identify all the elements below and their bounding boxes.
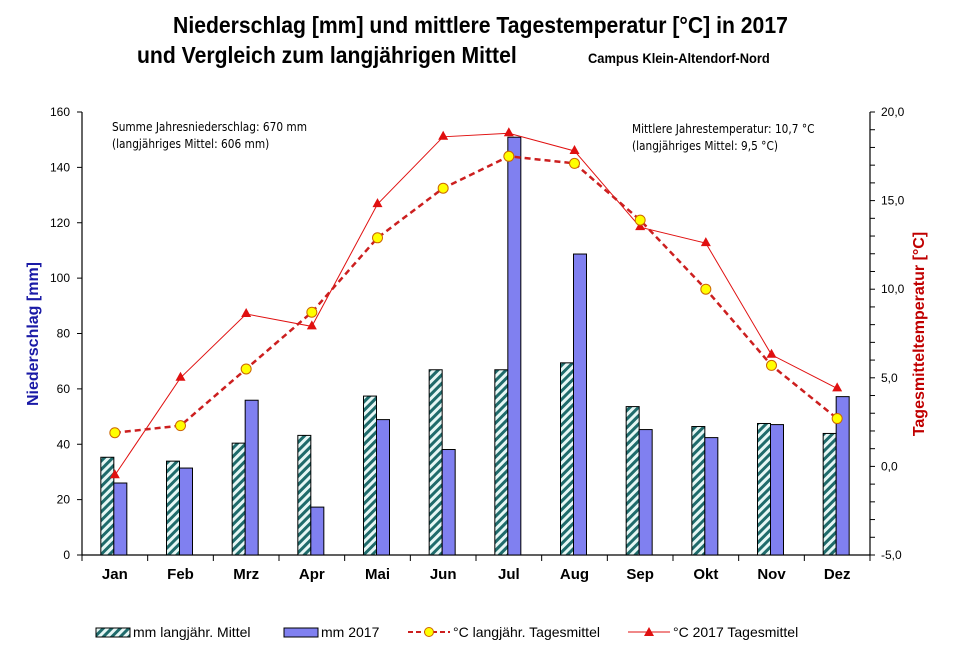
marker-temp-longterm — [437, 182, 449, 194]
bar-mm-2017 — [770, 424, 784, 556]
bar-mm-2017 — [835, 396, 850, 556]
bar-mm-longterm — [100, 456, 115, 556]
marker-temp-longterm — [503, 150, 515, 162]
marker-temp-2017 — [306, 320, 317, 330]
bar-mm-longterm — [625, 406, 640, 556]
marker-temp-2017 — [832, 382, 843, 392]
marker-temp-2017 — [700, 237, 711, 247]
bar-mm-longterm — [166, 460, 180, 556]
bar-mm-longterm — [691, 426, 706, 556]
bar-mm-2017 — [310, 506, 325, 556]
legend-item-mm-longterm: mm langjähr. Mittel — [95, 623, 250, 641]
bar-mm-2017 — [573, 253, 587, 556]
bar-swatch-icon — [283, 627, 319, 638]
marker-temp-longterm — [831, 413, 843, 425]
y-tick-label-left: 60 — [57, 382, 71, 396]
x-tick-label: Jan — [102, 566, 128, 583]
chart-title-line1: Niederschlag [mm] und mittlere Tagestemp… — [173, 12, 788, 38]
line-temp-longterm — [114, 155, 838, 434]
bar-mm-2017 — [376, 419, 390, 556]
bar-mm-2017 — [441, 449, 456, 556]
legend-label: mm langjähr. Mittel — [133, 624, 251, 640]
y-tick-label-left: 80 — [57, 327, 71, 341]
chart-title-line2: und Vergleich zum langjährigen Mittel — [137, 42, 517, 68]
bar-mm-2017 — [507, 136, 522, 556]
marker-temp-longterm — [766, 359, 777, 371]
y-tick-label-left: 160 — [50, 105, 70, 119]
y-tick-label-right: 5,0 — [881, 371, 898, 385]
marker-temp-2017 — [569, 144, 580, 154]
marker-temp-2017 — [241, 308, 252, 318]
bar-mm-longterm — [757, 422, 771, 556]
bar-mm-2017 — [113, 482, 128, 556]
bar-mm-longterm — [428, 369, 443, 556]
x-tick-label: Feb — [167, 566, 194, 583]
marker-temp-2017 — [109, 469, 120, 479]
marker-temp-longterm — [240, 363, 252, 375]
marker-temp-longterm — [634, 214, 646, 226]
marker-temp-longterm — [700, 283, 712, 295]
bar-mm-2017 — [704, 437, 719, 556]
y-tick-label-left: 100 — [50, 271, 70, 285]
x-tick-label: Dez — [824, 566, 851, 583]
temperature-annotation: Mittlere Jahrestemperatur: 10,7 °C (lang… — [632, 121, 814, 155]
marker-temp-2017 — [438, 130, 449, 140]
x-tick-label: Nov — [757, 566, 786, 583]
y-tick-label-right: 15,0 — [881, 194, 905, 208]
y-tick-label-left: 20 — [57, 493, 71, 507]
bar-mm-longterm — [363, 395, 377, 556]
x-tick-label: Mrz — [233, 566, 259, 583]
bar-mm-longterm — [822, 432, 837, 556]
x-tick-label: Apr — [299, 566, 325, 583]
legend-label: °C 2017 Tagesmittel — [673, 624, 799, 640]
bar-mm-longterm — [560, 362, 574, 556]
x-tick-label: Okt — [693, 566, 718, 583]
y-tick-label-left: 0 — [63, 548, 70, 562]
y-tick-label-right: 20,0 — [881, 105, 905, 119]
dashed-circle-line-icon — [408, 627, 450, 637]
legend-label: °C langjähr. Tagesmittel — [453, 624, 600, 640]
marker-temp-longterm — [109, 427, 121, 439]
y-tick-label-left: 120 — [50, 216, 70, 230]
bar-mm-longterm — [297, 434, 312, 556]
triangle-line-icon — [628, 627, 670, 636]
y-tick-label-left: 140 — [50, 160, 70, 174]
bar-mm-longterm — [231, 442, 246, 556]
x-tick-label: Jul — [498, 566, 520, 583]
x-tick-label: Aug — [560, 566, 589, 583]
marker-temp-2017 — [175, 371, 186, 381]
legend-label: mm 2017 — [321, 624, 380, 640]
bar-mm-2017 — [179, 467, 193, 556]
temp-mean-text: Mittlere Jahrestemperatur: 10,7 °C — [632, 122, 815, 136]
legend-item-temp-2017: °C 2017 Tagesmittel — [627, 623, 798, 641]
marker-temp-longterm — [306, 306, 318, 318]
marker-temp-longterm — [569, 157, 580, 169]
y-tick-label-right: 10,0 — [881, 282, 905, 296]
marker-temp-longterm — [372, 232, 383, 244]
marker-temp-2017 — [503, 127, 514, 137]
legend-item-mm-2017: mm 2017 — [283, 623, 379, 641]
precipitation-annotation: Summe Jahresniederschlag: 670 mm (langjä… — [112, 119, 307, 153]
chart-subtitle: Campus Klein-Altendorf-Nord — [588, 50, 770, 66]
bar-mm-2017 — [638, 429, 653, 556]
marker-temp-2017 — [372, 198, 383, 208]
marker-temp-longterm — [175, 420, 186, 432]
bar-mm-2017 — [244, 399, 259, 556]
x-tick-label: Jun — [430, 566, 457, 583]
y-tick-label-left: 40 — [57, 437, 71, 451]
precip-sum-text: Summe Jahresniederschlag: 670 mm — [112, 120, 307, 134]
hatch-swatch-icon — [95, 627, 131, 638]
marker-temp-2017 — [766, 348, 777, 358]
y-tick-label-right: 0,0 — [881, 459, 898, 473]
precip-mean-text: (langjähriges Mittel: 606 mm) — [112, 137, 270, 151]
marker-temp-2017 — [635, 221, 646, 231]
y-tick-label-right: -5,0 — [881, 548, 902, 562]
x-tick-label: Sep — [626, 566, 654, 583]
line-temp-2017 — [114, 132, 838, 476]
legend-item-temp-longterm: °C langjähr. Tagesmittel — [407, 623, 600, 641]
temp-longterm-text: (langjähriges Mittel: 9,5 °C) — [632, 139, 778, 153]
bar-mm-longterm — [494, 369, 509, 556]
x-tick-label: Mai — [365, 566, 390, 583]
